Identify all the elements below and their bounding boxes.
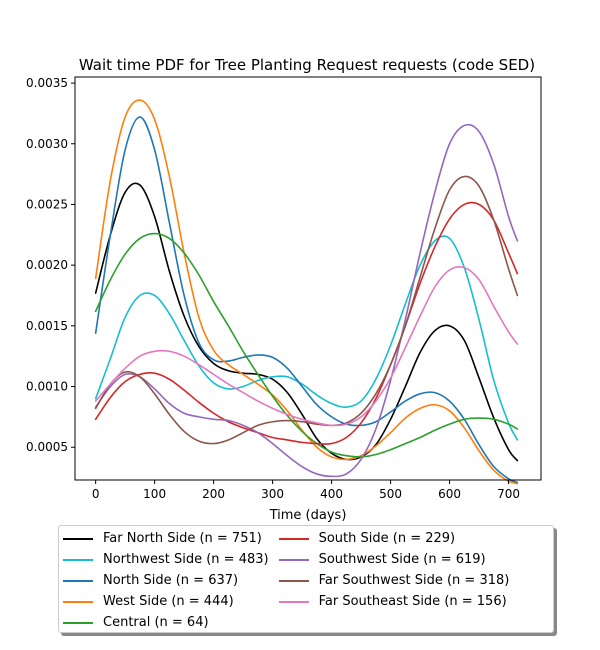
- legend-label: Southwest Side (n = 619): [318, 552, 486, 567]
- legend-swatch: [63, 621, 93, 624]
- x-tick-label: 200: [202, 487, 225, 501]
- legend-item: Northwest Side (n = 483): [63, 549, 269, 570]
- legend-swatch: [278, 579, 309, 582]
- legend-item: North Side (n = 637): [63, 570, 269, 591]
- x-tick-label: 500: [379, 487, 402, 501]
- legend-column-right: South Side (n = 229) Southwest Side (n = …: [278, 528, 510, 633]
- x-tick-label: 600: [438, 487, 461, 501]
- legend: Far North Side (n = 751) Northwest Side (…: [58, 525, 554, 633]
- legend-item: Far Southwest Side (n = 318): [278, 570, 510, 591]
- x-axis: 0 100 200 300 400 500 600 700: [92, 480, 520, 501]
- y-tick-label: 0.0025: [26, 197, 68, 211]
- series-line-far-southwest-side: [94, 175, 519, 445]
- legend-label: Far North Side (n = 751): [103, 531, 262, 546]
- legend-item: West Side (n = 444): [63, 591, 269, 612]
- legend-label: North Side (n = 637): [103, 573, 239, 588]
- x-tick-label: 300: [261, 487, 284, 501]
- y-tick-label: 0.0010: [26, 380, 68, 394]
- series-layer: [94, 99, 519, 485]
- x-axis-label: Time (days): [269, 508, 347, 523]
- series-line-northwest-side: [94, 235, 519, 441]
- legend-item: Far North Side (n = 751): [63, 528, 269, 549]
- y-tick-label: 0.0030: [26, 137, 68, 151]
- x-tick-label: 700: [497, 487, 520, 501]
- legend-item: Central (n = 64): [63, 612, 269, 633]
- x-tick-label: 400: [320, 487, 343, 501]
- legend-label: Central (n = 64): [103, 615, 209, 630]
- legend-label: Northwest Side (n = 483): [103, 552, 269, 567]
- y-tick-label: 0.0035: [26, 76, 68, 90]
- series-line-south-side: [94, 201, 519, 445]
- legend-swatch: [63, 537, 93, 540]
- series-line-southwest-side: [94, 123, 519, 478]
- legend-label: South Side (n = 229): [318, 531, 456, 546]
- legend-column-left: Far North Side (n = 751) Northwest Side (…: [63, 528, 269, 633]
- x-tick-label: 100: [143, 487, 166, 501]
- y-tick-label: 0.0020: [26, 258, 68, 272]
- legend-item: South Side (n = 229): [278, 528, 510, 549]
- legend-item: Southwest Side (n = 619): [278, 549, 510, 570]
- x-tick-label: 0: [92, 487, 100, 501]
- y-tick-label: 0.0005: [26, 440, 68, 454]
- legend-swatch: [63, 558, 93, 561]
- legend-swatch: [63, 579, 93, 582]
- series-line-far-southeast-side: [94, 265, 519, 427]
- legend-swatch: [278, 600, 309, 603]
- legend-label: West Side (n = 444): [103, 594, 234, 609]
- legend-swatch: [278, 558, 309, 561]
- series-line-central: [94, 232, 519, 458]
- legend-item: Far Southeast Side (n = 156): [278, 591, 510, 612]
- y-tick-label: 0.0015: [26, 319, 68, 333]
- legend-label: Far Southeast Side (n = 156): [318, 594, 507, 609]
- chart-title: Wait time PDF for Tree Planting Request …: [79, 56, 535, 74]
- plot-frame: [74, 76, 542, 481]
- legend-swatch: [63, 600, 93, 603]
- legend-swatch: [278, 537, 309, 540]
- series-line-north-side: [94, 116, 519, 484]
- legend-label: Far Southwest Side (n = 318): [318, 573, 510, 588]
- series-line-far-north-side: [94, 182, 519, 462]
- y-axis: 0.0005 0.0010 0.0015 0.0020 0.0025 0.0030 0.00…: [26, 76, 75, 454]
